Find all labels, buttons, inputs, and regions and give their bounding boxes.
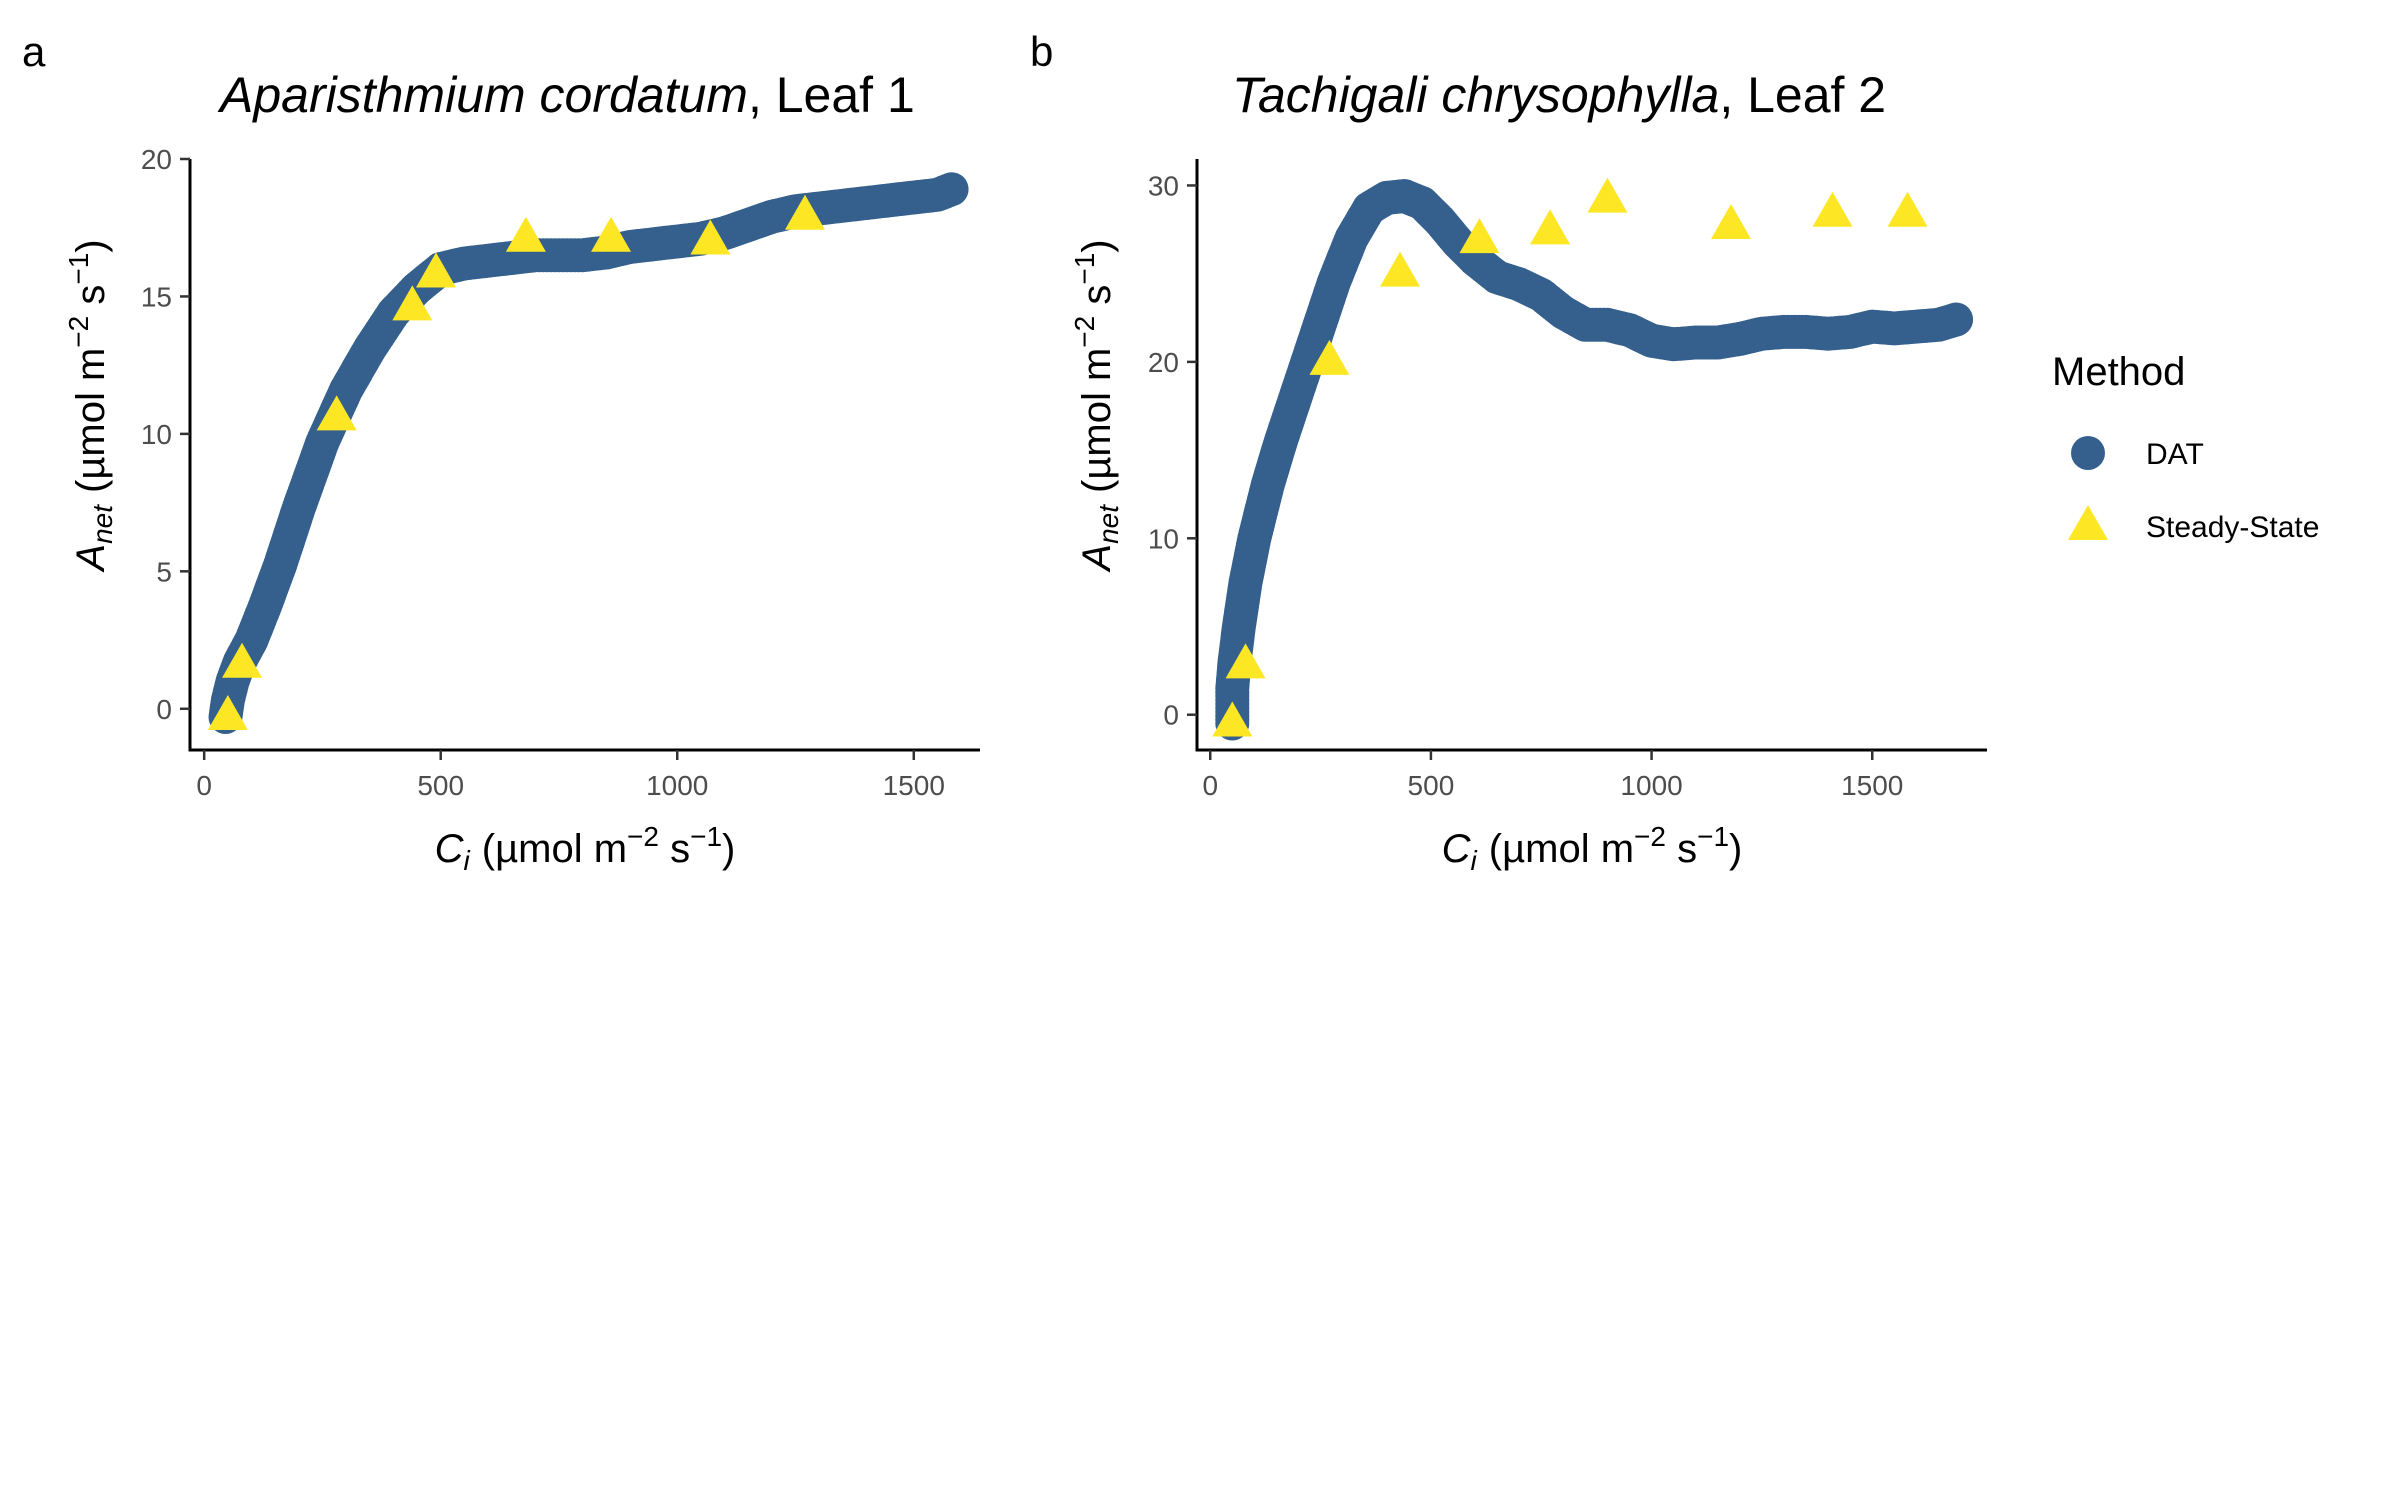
x-tick-label: 1000 bbox=[1620, 770, 1682, 801]
panel-b-x-ticks: 0 500 1000 1500 bbox=[1202, 750, 1903, 801]
x-tick-label: 500 bbox=[1408, 770, 1455, 801]
y-tick-label: 20 bbox=[1148, 347, 1179, 378]
dat-point bbox=[934, 172, 969, 207]
legend-dat-label: DAT bbox=[2146, 438, 2204, 471]
steady-state-point bbox=[1887, 191, 1928, 227]
y-tick-label: 20 bbox=[141, 144, 172, 175]
steady-state-point bbox=[1711, 204, 1752, 240]
y-tick-label: 10 bbox=[141, 419, 172, 450]
steady-state-point bbox=[1587, 177, 1628, 213]
legend-steady-state-triangle-icon bbox=[2068, 505, 2108, 540]
steady-state-point bbox=[1309, 339, 1350, 375]
steady-state-point bbox=[1530, 209, 1571, 245]
panel-b-y-ticks: 0 10 20 30 bbox=[1148, 170, 1197, 731]
y-tick-label: 15 bbox=[141, 281, 172, 312]
steady-state-point bbox=[1380, 251, 1421, 287]
steady-state-point bbox=[591, 216, 632, 252]
panel-a: a Aparisthmium cordatum, Leaf 1 0 500 1000… bbox=[22, 28, 980, 876]
legend-item-dat: DAT bbox=[2071, 436, 2204, 471]
legend-steady-state-label: Steady-State bbox=[2146, 511, 2319, 544]
panel-a-y-axis-title: Anet(µmol m−2 s−1) bbox=[63, 239, 118, 572]
legend: Method DAT Steady-State bbox=[2052, 350, 2319, 544]
panel-b-y-axis-title: Anet(µmol m−2 s−1) bbox=[1069, 239, 1124, 572]
steady-state-point bbox=[415, 252, 456, 288]
steady-state-point bbox=[1812, 191, 1853, 227]
panel-b: b Tachigali chrysophylla, Leaf 2 0 500 100… bbox=[1030, 28, 1987, 876]
x-tick-label: 500 bbox=[417, 770, 464, 801]
steady-state-point bbox=[207, 695, 248, 731]
panel-b-title: Tachigali chrysophylla, Leaf 2 bbox=[1232, 67, 1886, 123]
panel-b-letter: b bbox=[1030, 28, 1053, 75]
steady-state-point bbox=[316, 395, 357, 431]
panel-a-x-axis-title: Ci (µmol m−2 s−1) bbox=[435, 821, 736, 876]
steady-state-point bbox=[690, 219, 731, 255]
legend-item-steady-state: Steady-State bbox=[2068, 505, 2319, 544]
steady-state-point bbox=[1225, 643, 1266, 679]
steady-state-point bbox=[222, 642, 263, 678]
panel-a-title: Aparisthmium cordatum, Leaf 1 bbox=[217, 67, 915, 123]
steady-state-point bbox=[784, 194, 825, 230]
y-tick-label: 5 bbox=[156, 556, 172, 587]
panel-b-x-axis-title: Ci (µmol m−2 s−1) bbox=[1442, 821, 1743, 876]
x-tick-label: 1000 bbox=[646, 770, 708, 801]
legend-dat-circle-icon bbox=[2071, 436, 2105, 470]
x-tick-label: 0 bbox=[1202, 770, 1218, 801]
steady-state-point bbox=[1459, 218, 1500, 254]
panel-a-y-ticks: 0 5 10 15 20 bbox=[141, 144, 190, 725]
y-tick-label: 30 bbox=[1148, 170, 1179, 201]
steady-state-point bbox=[1212, 701, 1253, 737]
steady-state-point bbox=[392, 285, 433, 321]
y-tick-label: 10 bbox=[1148, 523, 1179, 554]
panel-a-letter: a bbox=[22, 28, 46, 75]
dat-point bbox=[1939, 302, 1974, 337]
y-tick-label: 0 bbox=[156, 694, 172, 725]
x-tick-label: 0 bbox=[196, 770, 212, 801]
y-tick-label: 0 bbox=[1163, 700, 1179, 731]
panel-a-plot-area bbox=[207, 172, 969, 734]
steady-state-point bbox=[505, 216, 546, 252]
legend-title: Method bbox=[2052, 350, 2185, 394]
x-tick-label: 1500 bbox=[883, 770, 945, 801]
panel-a-x-ticks: 0 500 1000 1500 bbox=[196, 750, 945, 801]
x-tick-label: 1500 bbox=[1841, 770, 1903, 801]
panel-b-plot-area bbox=[1212, 177, 1974, 741]
